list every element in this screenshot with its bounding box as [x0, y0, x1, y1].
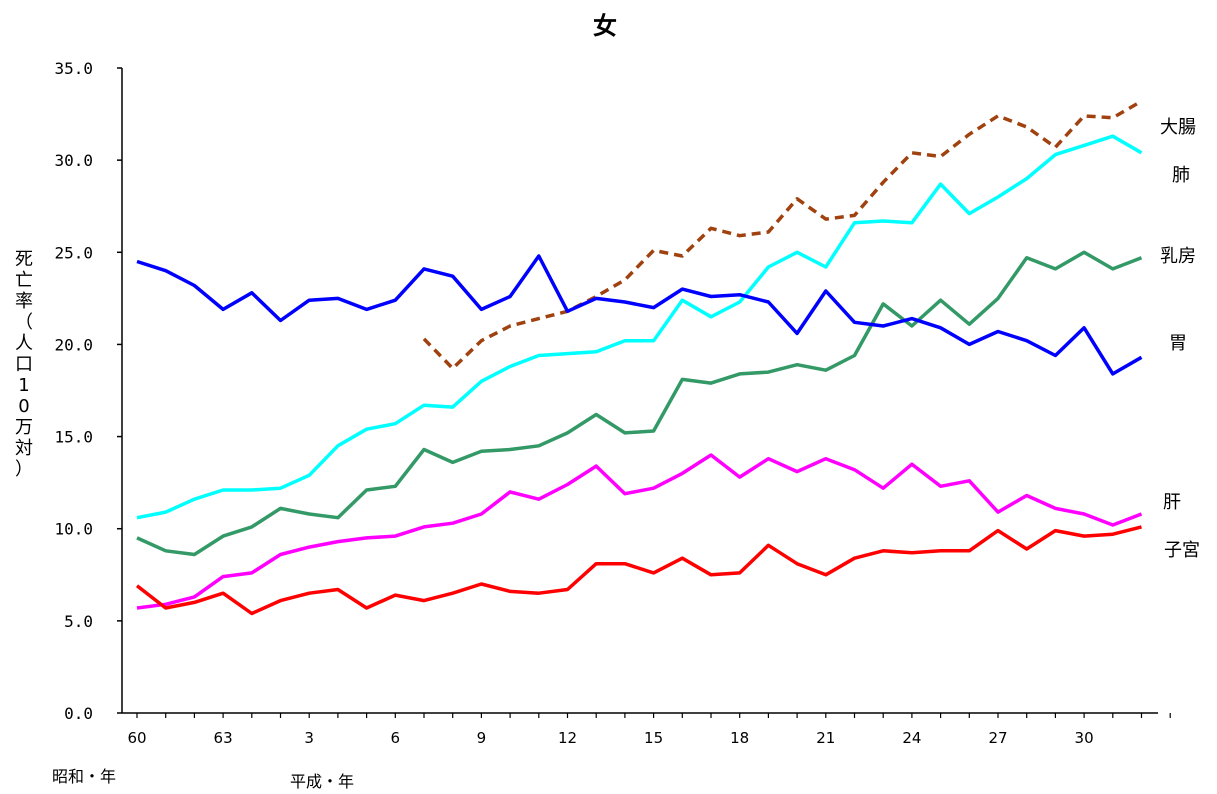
x-tick-label: 6	[391, 729, 401, 747]
series-line-胃	[136, 254, 1143, 376]
series-label: 大腸	[1160, 117, 1196, 138]
y-axis-label-char: 0	[18, 396, 29, 417]
y-axis-label-char: ）	[15, 459, 33, 480]
series-lines	[135, 99, 1143, 616]
x-tick-label: 27	[988, 729, 1007, 747]
x-axis-ticks: 60 63 3 6 9 12 15 18 21 24 27 30	[127, 713, 1171, 747]
y-tick-label: 35.0	[54, 59, 93, 78]
y-tick-label: 0.0	[64, 704, 93, 723]
x-tick-label: 12	[558, 729, 577, 747]
series-line-大腸	[422, 99, 1143, 371]
y-axis-ticks: 0.0 5.0 10.0 15.0 20.0 25.0 30.0 35.0	[54, 59, 122, 723]
series-label: 肺	[1172, 165, 1190, 186]
y-axis-label-char: 対	[15, 438, 33, 459]
x-tick-label: 3	[304, 729, 314, 747]
series-label: 子宮	[1164, 540, 1200, 561]
x-tick-label: 60	[127, 729, 146, 747]
series-line-乳房	[136, 250, 1143, 557]
chart-title: 女	[593, 12, 617, 40]
x-tick-label: 15	[644, 729, 663, 747]
series-line-肺	[136, 134, 1143, 520]
y-axis-label-char: 死	[15, 249, 33, 270]
x-axis-label-heisei: 平成・年	[290, 772, 354, 791]
y-tick-label: 5.0	[64, 612, 93, 631]
y-axis-label-char: 亡	[15, 270, 33, 291]
x-tick-label: 63	[214, 729, 233, 747]
x-tick-label: 18	[730, 729, 749, 747]
y-axis-label-char: 人	[15, 333, 33, 354]
series-label: 胃	[1169, 333, 1187, 354]
x-tick-label: 30	[1075, 729, 1094, 747]
y-axis-label-char: 万	[15, 417, 33, 438]
y-tick-label: 30.0	[54, 151, 93, 170]
series-line-子宮	[135, 525, 1142, 616]
axes	[121, 68, 1158, 714]
x-axis-label-showa: 昭和・年	[52, 767, 116, 786]
x-tick-label: 21	[816, 729, 835, 747]
y-axis-label-char: 口	[15, 354, 33, 375]
series-label: 肝	[1163, 492, 1181, 513]
y-axis-label-char: 1	[18, 375, 29, 396]
y-tick-label: 25.0	[54, 243, 93, 262]
series-label: 乳房	[1160, 246, 1196, 267]
y-axis-label-char: （	[15, 312, 33, 333]
series-line-肝	[136, 453, 1143, 610]
y-tick-label: 20.0	[54, 335, 93, 354]
x-tick-label: 24	[902, 729, 921, 747]
y-tick-label: 10.0	[54, 520, 93, 539]
x-tick-label: 9	[477, 729, 487, 747]
y-tick-label: 15.0	[54, 428, 93, 447]
y-axis-label-char: 率	[15, 291, 33, 312]
